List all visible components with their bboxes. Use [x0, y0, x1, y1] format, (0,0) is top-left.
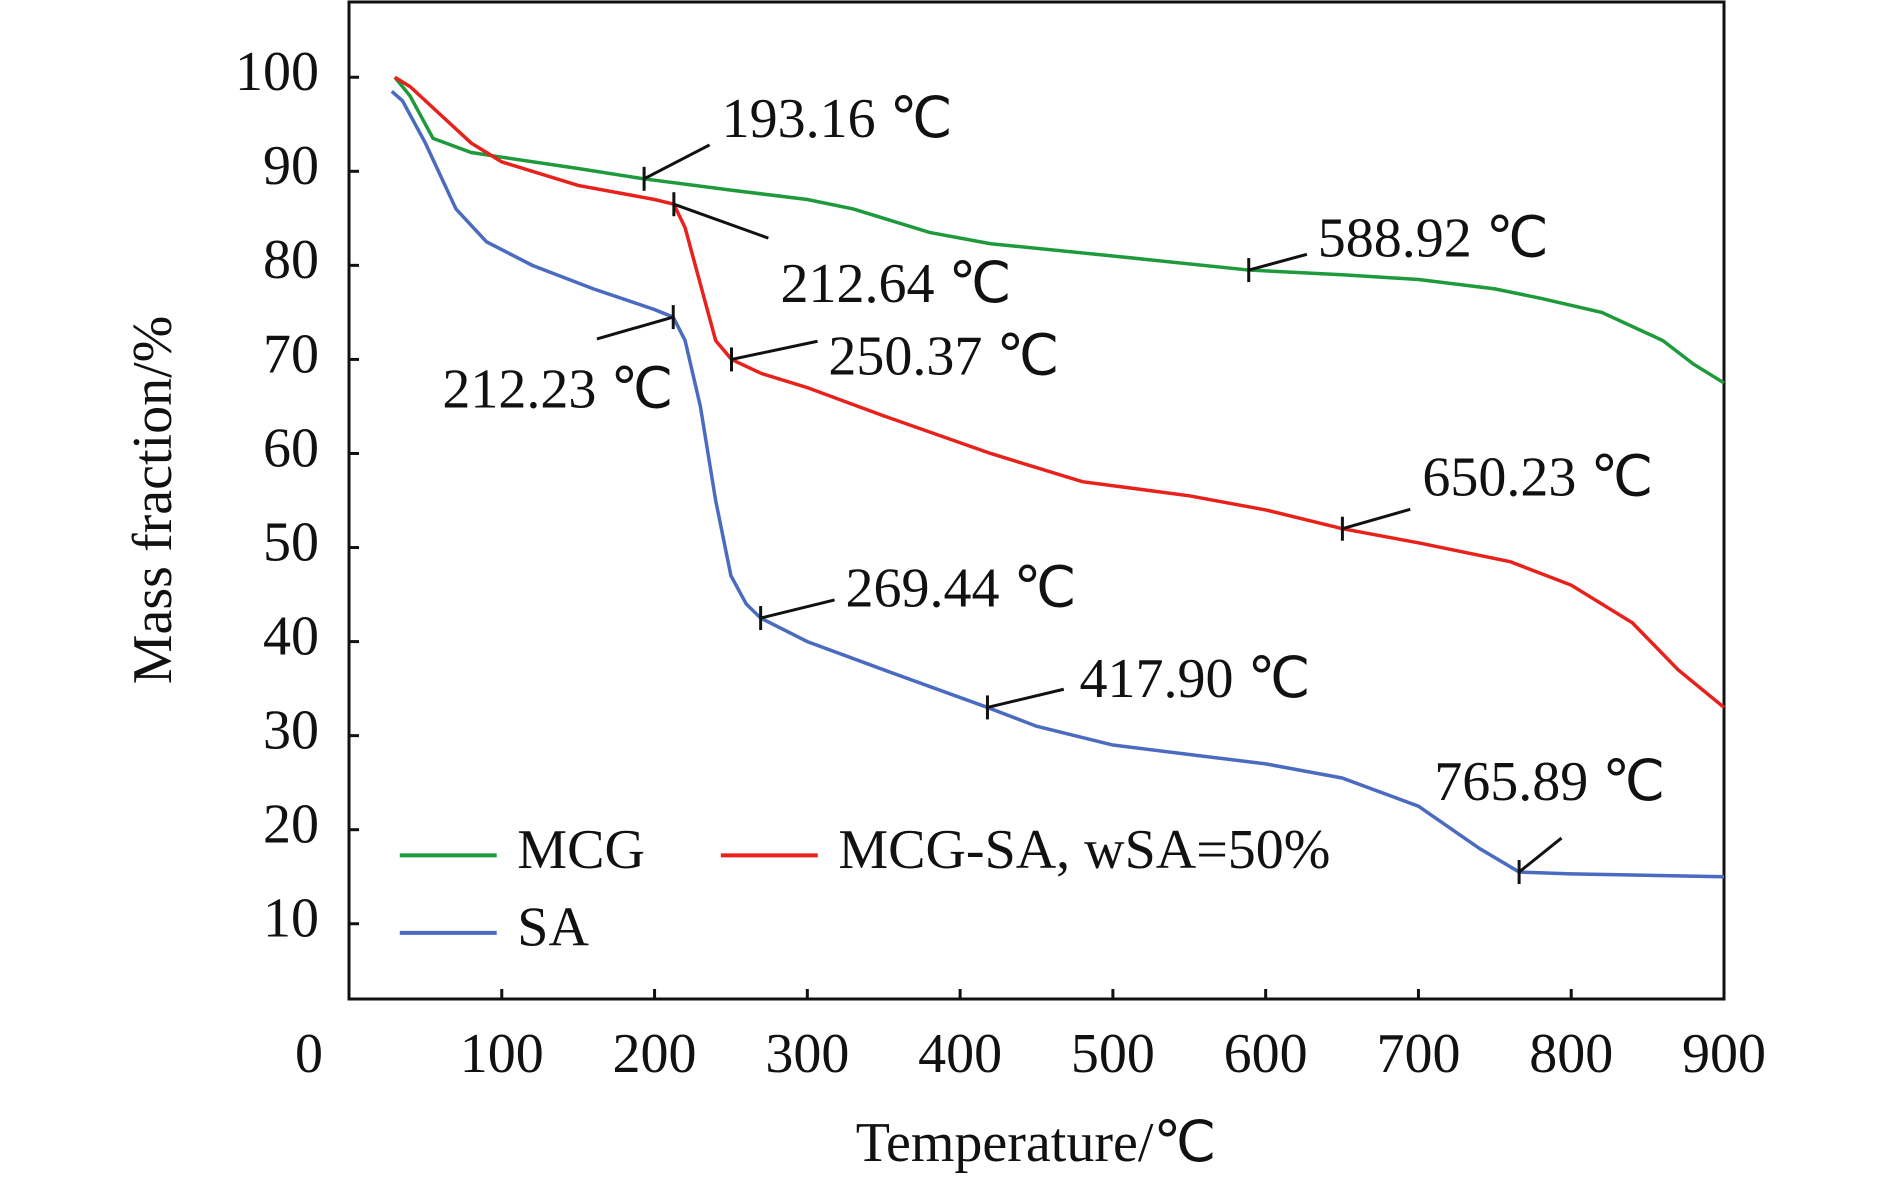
- annotation-leader: [1518, 836, 1563, 874]
- data-line: [393, 76, 1725, 385]
- y-tick-label: 100: [235, 41, 319, 103]
- annotation-leader: [760, 598, 835, 620]
- annotation-label: 212.64 ℃: [780, 253, 1011, 315]
- data-line: [390, 90, 1725, 879]
- annotation-leader: [987, 687, 1065, 709]
- y-tick-label: 50: [263, 511, 319, 573]
- x-tick-label: 0: [295, 1023, 323, 1085]
- y-tick-label: 70: [263, 323, 319, 385]
- annotation-leader: [1341, 507, 1411, 531]
- y-tick-label: 30: [263, 699, 319, 761]
- annotation-label: 193.16 ℃: [722, 88, 953, 150]
- annotation-label: 650.23 ℃: [1422, 447, 1653, 509]
- annotation-leader: [643, 143, 711, 181]
- annotation-label: 269.44 ℃: [845, 558, 1076, 620]
- y-tick-label: 10: [263, 888, 319, 950]
- x-tick-label: 500: [1071, 1023, 1155, 1085]
- annotation-label: 765.89 ℃: [1434, 751, 1665, 813]
- annotation-leader: [1248, 252, 1308, 272]
- x-tick-label: 600: [1224, 1023, 1308, 1085]
- x-tick-label: 800: [1529, 1023, 1613, 1085]
- annotation-leader: [731, 339, 818, 361]
- x-tick-label: 400: [918, 1023, 1002, 1085]
- x-tick-label: 300: [765, 1023, 849, 1085]
- y-tick-label: 40: [263, 605, 319, 667]
- plot-frame: [347, 0, 1726, 1001]
- x-tick-label: 900: [1682, 1023, 1766, 1085]
- annotation-label: 588.92 ℃: [1318, 207, 1549, 269]
- y-tick-label: 60: [263, 417, 319, 479]
- annotation-label: 250.37 ℃: [828, 326, 1059, 388]
- y-axis-title: Mass fraction/%: [122, 316, 184, 685]
- annotation-label: 417.90 ℃: [1080, 648, 1311, 710]
- x-tick-label: 700: [1376, 1023, 1460, 1085]
- annotation-label: 212.23 ℃: [442, 358, 673, 420]
- legend-label: SA: [517, 897, 589, 959]
- x-tick-label: 100: [460, 1023, 544, 1085]
- legend-label: MCG-SA, wSA=50%: [838, 819, 1330, 881]
- y-tick-label: 80: [263, 229, 319, 291]
- legend-label: MCG: [517, 819, 645, 881]
- annotation-leader: [673, 202, 769, 240]
- x-tick-label: 200: [613, 1023, 697, 1085]
- data-line: [393, 75, 1726, 709]
- y-tick-label: 20: [263, 794, 319, 856]
- x-axis-title: Temperature/℃: [856, 1112, 1217, 1174]
- annotation-leader: [596, 315, 674, 341]
- y-tick-label: 90: [263, 135, 319, 197]
